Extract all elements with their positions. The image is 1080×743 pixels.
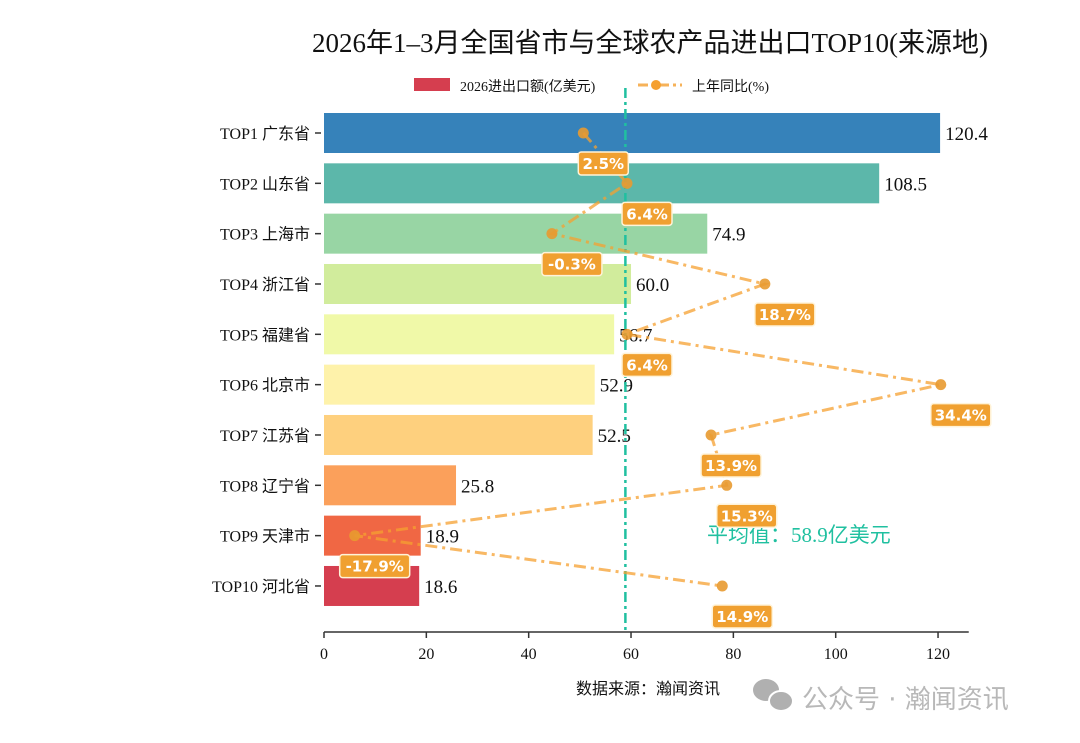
yoy-label-box — [930, 402, 992, 428]
x-tick-label: 120 — [926, 646, 950, 663]
bar-value-label: 108.5 — [884, 174, 927, 195]
yoy-point — [721, 479, 733, 491]
yoy-point — [935, 379, 947, 391]
bar — [324, 364, 595, 405]
yoy-label: 15.3% — [721, 507, 773, 525]
wechat-icon — [753, 679, 794, 712]
yoy-point — [621, 177, 633, 189]
watermark: 公众号 · 瀚闻资讯 — [802, 685, 1009, 715]
x-tick-label: 100 — [824, 646, 848, 663]
yoy-label: 13.9% — [705, 457, 757, 475]
bar — [324, 414, 593, 455]
yoy-point — [759, 278, 771, 290]
legend-marker — [651, 80, 661, 90]
yoy-label-box — [711, 604, 774, 629]
yoy-label: -0.3% — [548, 256, 596, 274]
legend: 2026进出口额(亿美元) 上年同比(%) — [414, 78, 769, 95]
yoy-label-box — [621, 201, 673, 227]
yoy-label-box — [541, 251, 603, 277]
yoy-point — [349, 530, 361, 542]
chart-title: 2026年1–3月全国省市与全球农产品进出口TOP10(来源地) — [312, 28, 988, 58]
yoy-point — [716, 580, 728, 592]
category-label: TOP1 广东省 — [220, 125, 310, 143]
category-label: TOP4 浙江省 — [220, 276, 310, 294]
yoy-label-box — [700, 453, 762, 478]
yoy-point — [546, 228, 558, 240]
x-tick-label: 0 — [320, 646, 328, 663]
legend-label-line: 上年同比(%) — [692, 79, 769, 95]
bar-value-label: 60.0 — [636, 275, 669, 296]
bar-value-label: 18.6 — [424, 577, 457, 598]
category-label: TOP2 山东省 — [220, 175, 310, 193]
x-tick-label: 60 — [623, 646, 639, 663]
yoy-label: 18.7% — [759, 306, 811, 324]
bar — [324, 515, 421, 556]
yoy-label: 6.4% — [626, 205, 668, 223]
source-note: 数据来源：瀚闻资讯 — [576, 680, 720, 698]
yoy-label-box — [715, 503, 778, 529]
legend-swatch-bar — [414, 78, 450, 91]
legend-label-bar: 2026进出口额(亿美元) — [460, 79, 596, 95]
yoy-point — [705, 429, 717, 441]
yoy-label-box — [621, 352, 673, 378]
category-label: TOP3 上海市 — [220, 226, 310, 244]
category-label: TOP7 江苏省 — [220, 427, 310, 445]
yoy-label: -17.9% — [346, 558, 404, 576]
yoy-label: 34.4% — [935, 407, 987, 425]
category-label: TOP6 北京市 — [220, 377, 310, 395]
x-tick-label: 80 — [725, 646, 741, 663]
category-label: TOP5 福建省 — [220, 326, 310, 344]
category-label: TOP8 辽宁省 — [220, 477, 310, 495]
category-label: TOP9 天津市 — [220, 528, 310, 546]
bar — [324, 113, 941, 153]
yoy-label: 2.5% — [582, 155, 624, 173]
bar-value-label: 74.9 — [712, 225, 745, 246]
yoy-point — [621, 328, 633, 340]
yoy-line — [354, 132, 942, 588]
bar-value-label: 52.9 — [600, 376, 633, 397]
bar — [324, 314, 615, 355]
bar — [324, 465, 457, 506]
yoy-label: 6.4% — [626, 356, 668, 374]
yoy-label: 14.9% — [716, 608, 768, 626]
x-tick-label: 20 — [418, 646, 434, 663]
yoy-point — [577, 127, 589, 139]
yoy-label-box — [577, 151, 630, 176]
category-label: TOP10 河北省 — [212, 578, 310, 596]
bar-value-label: 18.9 — [426, 527, 459, 548]
bar-value-label: 52.5 — [598, 426, 631, 447]
x-tick-label: 40 — [521, 646, 537, 663]
bar-value-label: 120.4 — [945, 124, 988, 145]
yoy-label-box — [754, 302, 816, 327]
bar-value-label: 25.8 — [461, 476, 494, 497]
yoy-label-box — [338, 553, 411, 579]
